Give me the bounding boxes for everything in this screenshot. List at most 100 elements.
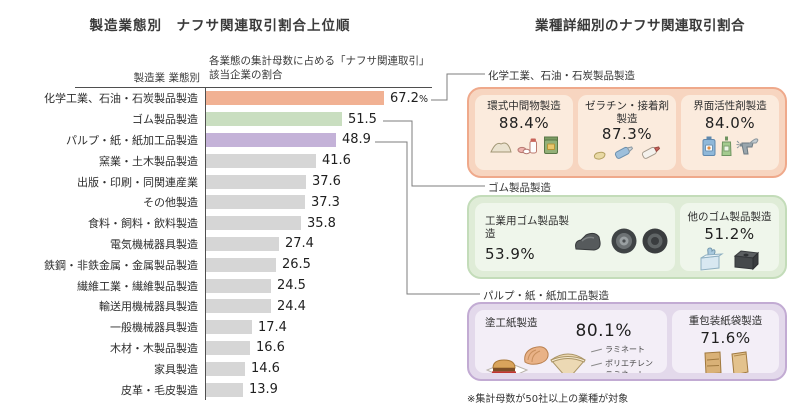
rubber-part-icon [573, 228, 607, 254]
axis-top-line [75, 87, 432, 88]
industry-label: 家具製造 [154, 362, 198, 376]
right-panel-title: 業種詳細別のナフサ関連取引割合 [535, 18, 745, 34]
paste-blob-icon [592, 145, 608, 161]
bar [206, 216, 301, 231]
chart-row: 出版・印刷・同関連産業 37.6 [0, 171, 460, 192]
paper-bag-icon [728, 350, 750, 373]
chart-row: 家具製造 14.6 [0, 358, 460, 379]
chart-row: 一般機械器具製造 17.4 [0, 317, 460, 338]
percent-unit: % [418, 93, 428, 105]
chart-row: 窯業・土木製品製造 41.6 [0, 150, 460, 171]
bar-value: 14.6 [251, 361, 280, 377]
industry-label: 輸送用機械器具製造 [99, 300, 198, 314]
bar [206, 382, 243, 397]
group-box-chemical: 環式中間物製造 88.4% ゼラチン・接着剤 製造 87.3% 界面活性剤製造 … [467, 87, 787, 178]
detail-card: ゼラチン・接着剤 製造 87.3% [578, 95, 676, 170]
group-label-rubber: ゴム製品製造 [488, 182, 551, 194]
glue-tube-icon [611, 143, 635, 161]
left-chart-title: 製造業態別 ナフサ関連取引割合上位順 [89, 18, 351, 34]
detail-card: 他のゴム製品製造 51.2% [680, 203, 779, 271]
detail-card: 工業用ゴム製品製造 53.9% [475, 203, 675, 271]
detail-card-pct: 51.2% [704, 225, 755, 244]
chart-row: その他製造 37.3 [0, 192, 460, 213]
glue-tube-icon [638, 143, 662, 161]
chemical-bag-icon [542, 135, 560, 155]
bar-value: 27.4 [285, 236, 314, 252]
footnote: ※集計母数が50社以上の業種が対象 [467, 394, 629, 405]
detergent-jug-icon [699, 135, 717, 157]
detail-card-icons [580, 143, 674, 161]
detail-card-pct: 87.3% [601, 125, 653, 144]
industry-label: 繊維工業・繊維製品製造 [77, 279, 198, 293]
bar [206, 278, 271, 293]
group-label-chemical: 化学工業、石油・石炭製品製造 [488, 70, 635, 82]
bar [206, 153, 316, 168]
group-box-pulp: 塗工紙製造 80.1% ラミネート ポリエチレン ラミネート 重包装紙袋製造 7… [467, 302, 787, 381]
bar-value: 26.5 [282, 257, 311, 273]
chart-row: 繊維工業・繊維製品製造 24.5 [0, 275, 460, 296]
bar-value: 37.6 [312, 174, 341, 190]
chart-row: 食料・飼料・飲料製造 35.8 [0, 213, 460, 234]
laminate-annotations: ラミネート ポリエチレン ラミネート [591, 341, 653, 373]
bar [206, 112, 342, 127]
detail-card-name: 工業用ゴム製品製造 [485, 215, 569, 241]
detail-card-name: 環式中間物製造 [487, 100, 561, 112]
chart-row: 電気機械器具製造 27.4 [0, 234, 460, 255]
industry-label: 出版・印刷・同関連産業 [77, 175, 198, 189]
wrap-icon [519, 344, 553, 372]
tire-icon [610, 227, 638, 255]
value-header-line1: 各業態の集計母数に占める「ナフサ関連取引」 [209, 55, 430, 67]
detail-card-name: ゼラチン・接着剤 製造 [585, 100, 669, 126]
powder-icon [488, 137, 514, 155]
glove-box-icon [698, 246, 728, 271]
rubber-block-icon [731, 246, 761, 271]
bar-value: 51.5 [348, 111, 377, 127]
chart-row: ゴム製品製造 51.5 [0, 109, 460, 130]
detail-card-icons [683, 135, 777, 157]
bar [206, 174, 306, 189]
bar [206, 340, 250, 355]
bar-value: 37.3 [311, 194, 340, 210]
industry-label: 電気機械器具製造 [110, 237, 198, 251]
chart-row: 輸送用機械器具製造 24.4 [0, 296, 460, 317]
chart-row: 鉄鋼・非鉄金属・金属製品製造 26.5 [0, 254, 460, 275]
industry-label: パルプ・紙・紙加工品製造 [66, 133, 198, 147]
industry-label: 窯業・土木製品製造 [99, 154, 198, 168]
detail-card-pct: 71.6% [700, 329, 751, 348]
bar [206, 320, 252, 335]
paper-cone-icon [547, 352, 589, 373]
industry-label: その他製造 [143, 196, 198, 210]
bar [206, 257, 276, 272]
chart-row: 木材・木製品製造 16.6 [0, 338, 460, 359]
detail-card-icons [674, 350, 777, 373]
spray-gun-icon [735, 135, 762, 157]
industry-label: 鉄鋼・非鉄金属・金属製品製造 [44, 258, 198, 272]
paper-bag-icon [702, 350, 724, 373]
burger-icon [485, 350, 529, 373]
bar [206, 91, 384, 106]
detail-card-icons [573, 217, 669, 265]
detail-card: 環式中間物製造 88.4% [475, 95, 573, 170]
detail-card-pct: 84.0% [704, 114, 756, 133]
detail-card-icons [682, 246, 777, 271]
chart-row: 化学工業、石油・石炭製品製造 67.2% [0, 88, 460, 109]
bar-value: 41.6 [322, 153, 351, 169]
chart-row: パルプ・紙・紙加工品製造 48.9 [0, 130, 460, 151]
industry-label: 化学工業、石油・石炭製品製造 [44, 92, 198, 106]
group-label-pulp: パルプ・紙・紙加工品製造 [483, 290, 609, 302]
bar-value: 16.6 [256, 340, 285, 356]
bar [206, 299, 271, 314]
industry-label: 木材・木製品製造 [110, 341, 198, 355]
industry-label: 皮革・毛皮製造 [121, 383, 198, 397]
bar-value: 48.9 [342, 132, 371, 148]
bar [206, 361, 245, 376]
detail-card-icons [477, 135, 571, 155]
value-header-line2: 該当企業の割合 [209, 69, 283, 82]
category-axis-header: 製造業 業態別 [133, 72, 200, 84]
annotation-pe-laminate: ポリエチレン ラミネート [591, 359, 653, 373]
soap-pump-icon [720, 135, 733, 157]
bar-value: 24.5 [277, 278, 306, 294]
detail-card: 重包装紙袋製造 71.6% [672, 310, 779, 373]
detail-card-pct: 80.1% [575, 321, 633, 341]
